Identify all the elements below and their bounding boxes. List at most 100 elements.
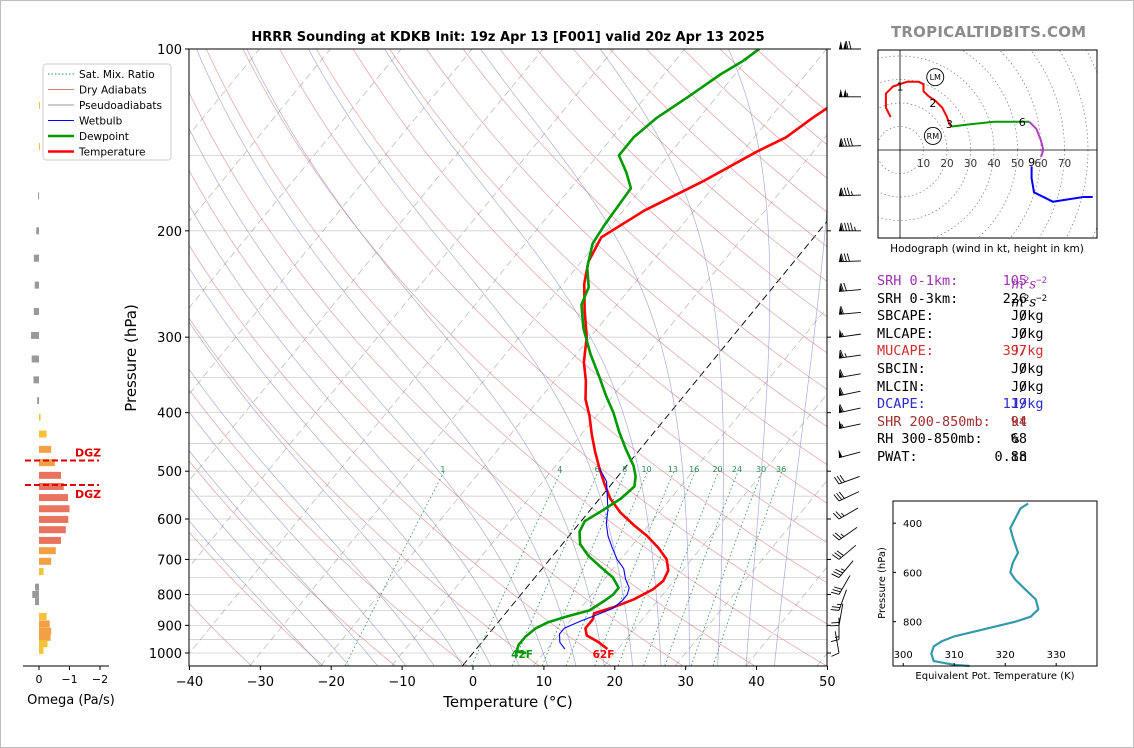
barb-flag (839, 222, 843, 231)
omega-bar (38, 192, 40, 200)
wind-barb (832, 507, 859, 520)
pseudoadiabat (189, 486, 350, 666)
pseudoadiabat (196, 49, 577, 666)
x-tick-label: −10 (388, 675, 415, 690)
barb-staff (838, 507, 859, 520)
barb-full (830, 624, 840, 627)
barb-full (840, 253, 844, 262)
param-unit: in (1011, 448, 1028, 465)
barb-staff (838, 194, 862, 197)
y-tick-label: 500 (157, 465, 182, 480)
barb-staff (838, 560, 854, 578)
pseudoadiabat (189, 321, 463, 666)
x-tick-label: 10 (536, 675, 553, 690)
barb-full (841, 222, 844, 231)
hodo-frame (877, 49, 1098, 239)
isotherm-line (674, 480, 827, 666)
y-tick-label: 800 (157, 588, 182, 603)
mixing-ratio-label: 1 (440, 465, 445, 474)
barb-staff (838, 390, 861, 397)
omega-bar (39, 612, 47, 620)
mixing-ratio-label: 16 (689, 465, 699, 474)
param-row: SRH 0-1km: 105 m2s−2 (877, 273, 1107, 293)
barb-flag (839, 387, 843, 396)
barb-full (835, 511, 842, 518)
param-row: SRH 0-3km: 226 m2s−2 (877, 291, 1107, 311)
y-tick-label: 1000 (149, 647, 182, 662)
omega-bar (39, 515, 69, 523)
barb-staff (838, 544, 857, 560)
dry-adiabat (352, 49, 827, 504)
omega-bar (39, 620, 50, 628)
pseudoadiabat (308, 49, 633, 666)
omega-bar (39, 568, 44, 576)
param-unit: kt (1011, 413, 1028, 430)
dry-adiabat (189, 317, 540, 666)
hodo-ring-label: 60 (1034, 158, 1047, 170)
legend-entry-label: Dewpoint (79, 131, 129, 143)
omega-bar (39, 459, 55, 467)
omega-bar (39, 505, 70, 513)
omega-bar (39, 547, 56, 555)
omega-axis-label: Omega (Pa/s) (27, 693, 115, 708)
mixing-ratio-label: 8 (622, 465, 627, 474)
wind-barb (831, 560, 854, 578)
param-row: SHR 200-850mb: 94 kt (877, 414, 1107, 432)
series-wetbulb-line (558, 468, 630, 650)
pseudoadiabat (774, 203, 827, 666)
omega-bar (39, 471, 61, 479)
barb-full (834, 532, 842, 539)
barb-full (849, 137, 853, 147)
x-tick-label: −20 (318, 675, 345, 690)
omega-bar (32, 590, 39, 598)
barb-flag (839, 253, 843, 262)
mixing-ratio-line (594, 471, 675, 666)
barb-full (831, 621, 840, 624)
omega-bar (31, 355, 39, 363)
wind-barb (838, 420, 861, 429)
surface-temp-label: 42F (511, 649, 533, 661)
omega-bar (33, 376, 39, 384)
barb-staff (838, 311, 861, 315)
wind-barb (830, 617, 840, 642)
omega-bar (39, 627, 52, 635)
barb-half (844, 353, 847, 358)
omega-bar (39, 413, 41, 421)
mixing-ratio-line (643, 471, 719, 666)
barb-staff (838, 589, 847, 611)
wind-barb (838, 137, 862, 147)
theta-e-ylabel: Pressure (hPa) (877, 547, 888, 619)
theta-e-ytick-label: 400 (903, 519, 922, 530)
wind-barb (830, 589, 847, 611)
omega-bar (39, 494, 68, 502)
pseudoadiabat (189, 449, 378, 666)
barb-staff (838, 354, 861, 359)
pseudoadiabat (189, 127, 548, 666)
storm-motion-label: LM (930, 73, 941, 82)
barb-flag (843, 41, 847, 49)
barb-staff (838, 575, 851, 595)
omega-bar (35, 583, 39, 591)
barb-full (830, 639, 840, 642)
omega-bar (33, 307, 39, 315)
param-label: MLCAPE: (877, 325, 934, 342)
pseudoadiabat (189, 411, 407, 666)
barb-staff (838, 333, 861, 338)
pseudoadiabat (480, 49, 690, 666)
omega-bar (39, 482, 64, 490)
barb-full (832, 554, 840, 560)
barb-half (840, 568, 845, 572)
legend-entry-label: Pseudoadiabats (79, 100, 162, 112)
y-tick-label: 400 (157, 407, 182, 422)
barb-staff (838, 260, 862, 263)
theta-e-xtick-label: 320 (996, 650, 1015, 661)
theta-e-ytick-label: 800 (903, 618, 922, 629)
param-unit: J/kg (1011, 396, 1044, 413)
param-label: DCAPE: (877, 396, 926, 413)
barb-full (839, 349, 844, 358)
barb-half (840, 533, 845, 537)
param-label: RH 300-850mb: (877, 431, 983, 448)
barb-full (848, 40, 852, 50)
barb-full (847, 222, 850, 231)
legend-entry-label: Sat. Mix. Ratio (79, 69, 155, 81)
